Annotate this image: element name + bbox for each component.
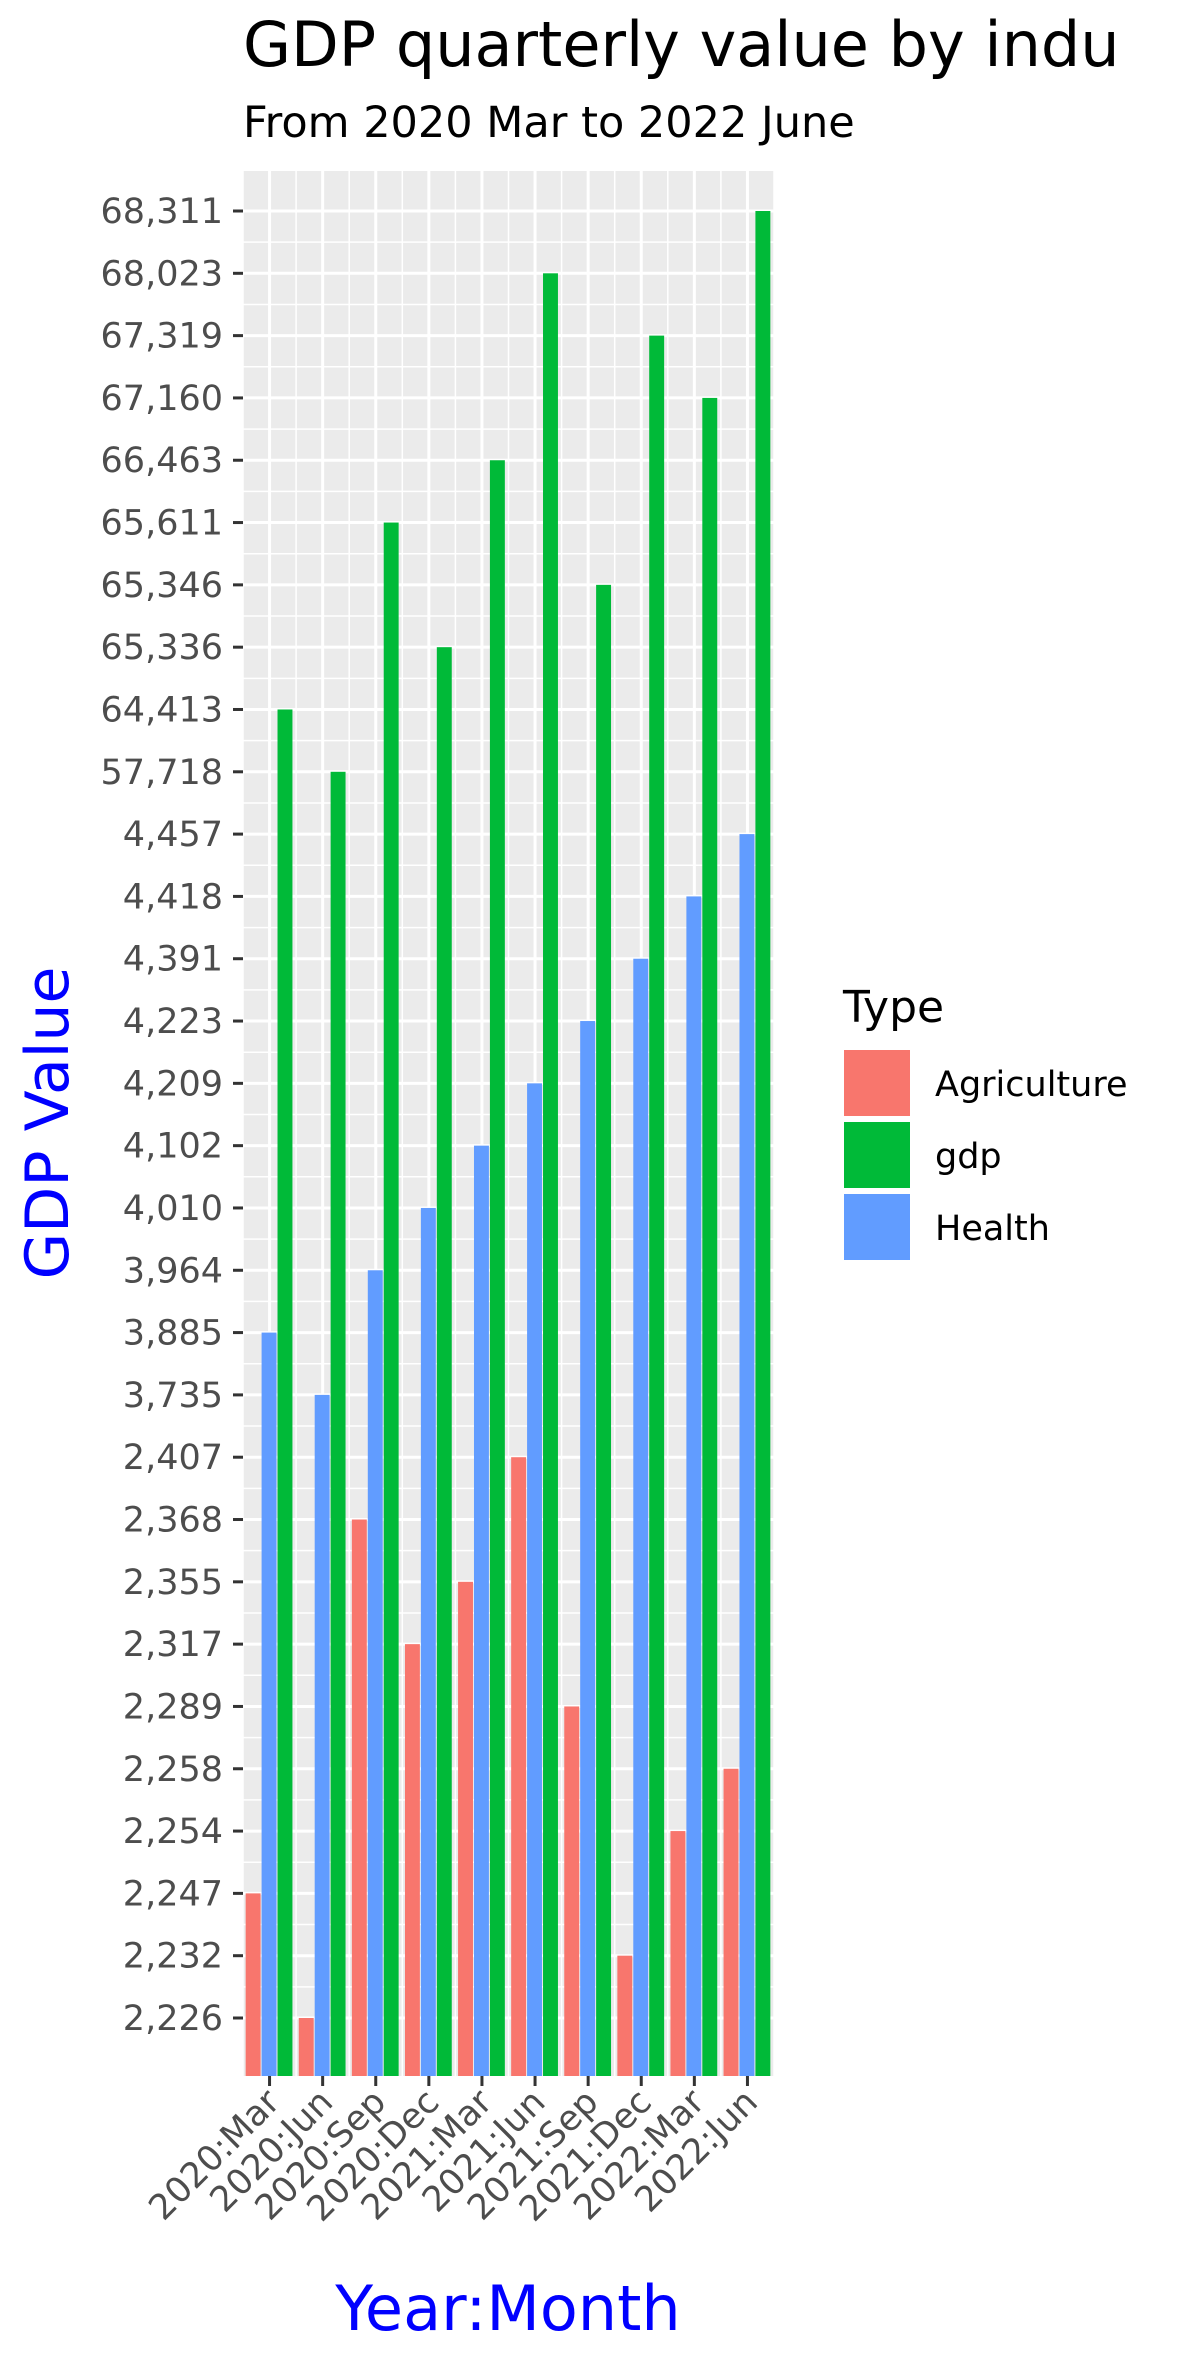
y-tick-label: 3,964	[123, 1251, 223, 1291]
legend-key-health	[842, 1192, 912, 1262]
bar-gdp-2020-jun	[330, 771, 346, 2076]
bar-agriculture-2020-sep	[351, 1519, 367, 2076]
bar-gdp-2020-sep	[383, 522, 399, 2076]
bar-health-2021-mar	[473, 1145, 489, 2076]
y-tick-label: 2,368	[123, 1501, 223, 1541]
chart-title: GDP quarterly value by indu	[243, 8, 1120, 81]
bar-agriculture-2020-jun	[298, 2018, 314, 2076]
legend-key-agriculture	[842, 1048, 912, 1118]
y-tick-label: 4,102	[123, 1127, 223, 1167]
y-tick-label: 66,463	[101, 441, 223, 481]
bar-health-2020-jun	[314, 1394, 330, 2076]
y-tick-label: 4,209	[123, 1064, 223, 1104]
y-tick-label: 65,611	[101, 504, 223, 544]
bar-health-2021-dec	[633, 958, 649, 2076]
bar-gdp-2022-jun	[755, 211, 771, 2076]
y-tick-label: 2,247	[123, 1874, 223, 1914]
bar-agriculture-2022-mar	[670, 1831, 686, 2076]
bar-health-2022-jun	[739, 834, 755, 2076]
y-tick-label: 68,311	[101, 192, 223, 232]
bar-health-2020-sep	[367, 1270, 383, 2076]
legend-key-gdp	[842, 1120, 912, 1190]
y-tick-label: 68,023	[101, 254, 223, 294]
y-tick-label: 3,735	[123, 1376, 223, 1416]
bar-gdp-2021-sep	[596, 584, 612, 2076]
legend-title: Type	[842, 982, 944, 1033]
bars	[245, 211, 771, 2077]
y-tick-label: 67,319	[101, 317, 223, 357]
y-axis: 2,226 2,232 2,247 2,254 2,258 2,289 2,317 2,355…	[101, 192, 243, 2039]
y-tick-label: 3,885	[123, 1314, 223, 1354]
bar-health-2021-sep	[580, 1021, 596, 2077]
bar-health-2021-jun	[527, 1083, 543, 2076]
bar-health-2020-dec	[420, 1207, 436, 2076]
y-tick-label: 2,258	[123, 1750, 223, 1790]
bar-agriculture-2021-sep	[564, 1706, 580, 2076]
y-tick-label: 4,457	[123, 815, 223, 855]
y-tick-label: 4,418	[123, 877, 223, 917]
bar-gdp-2021-dec	[649, 335, 665, 2076]
y-tick-label: 2,289	[123, 1687, 223, 1727]
y-tick-label: 2,407	[123, 1438, 223, 1478]
y-tick-label: 2,232	[123, 1937, 223, 1977]
legend: Type Agriculture gdp Health	[842, 982, 1127, 1262]
bar-gdp-2021-mar	[489, 460, 505, 2076]
y-tick-label: 57,718	[101, 753, 223, 793]
legend-label-agriculture: Agriculture	[935, 1065, 1127, 1105]
y-tick-label: 2,226	[123, 1999, 223, 2039]
y-tick-label: 2,254	[123, 1812, 223, 1852]
x-axis: 2020:Mar2020:Jun2020:Sep2020:Dec2021:Mar…	[142, 2076, 766, 2230]
y-axis-title: GDP Value	[13, 967, 83, 1280]
y-tick-label: 4,223	[123, 1002, 223, 1042]
y-tick-label: 65,336	[101, 628, 223, 668]
y-tick-label: 64,413	[101, 690, 223, 730]
y-tick-label: 2,355	[123, 1563, 223, 1603]
bar-gdp-2022-mar	[702, 397, 718, 2076]
bar-health-2022-mar	[686, 896, 702, 2076]
y-tick-label: 65,346	[101, 566, 223, 606]
y-tick-label: 2,317	[123, 1625, 223, 1665]
chart-subtitle: From 2020 Mar to 2022 June	[243, 98, 855, 148]
x-axis-title: Year:Month	[334, 2272, 680, 2345]
y-tick-label: 67,160	[101, 379, 223, 419]
legend-label-health: Health	[935, 1209, 1050, 1249]
bar-gdp-2021-jun	[543, 273, 558, 2077]
bar-agriculture-2021-jun	[511, 1457, 527, 2076]
legend-label-gdp: gdp	[935, 1137, 1002, 1177]
bar-gdp-2020-mar	[277, 709, 293, 2076]
y-tick-label: 4,391	[123, 940, 223, 980]
bar-agriculture-2021-dec	[617, 1955, 633, 2076]
bar-agriculture-2021-mar	[458, 1581, 473, 2076]
bar-agriculture-2020-mar	[245, 1893, 261, 2076]
bar-agriculture-2022-jun	[723, 1768, 739, 2076]
bar-health-2020-mar	[261, 1332, 277, 2076]
bar-gdp-2020-dec	[436, 647, 452, 2077]
bar-agriculture-2020-dec	[404, 1644, 420, 2076]
y-tick-label: 4,010	[123, 1189, 223, 1229]
